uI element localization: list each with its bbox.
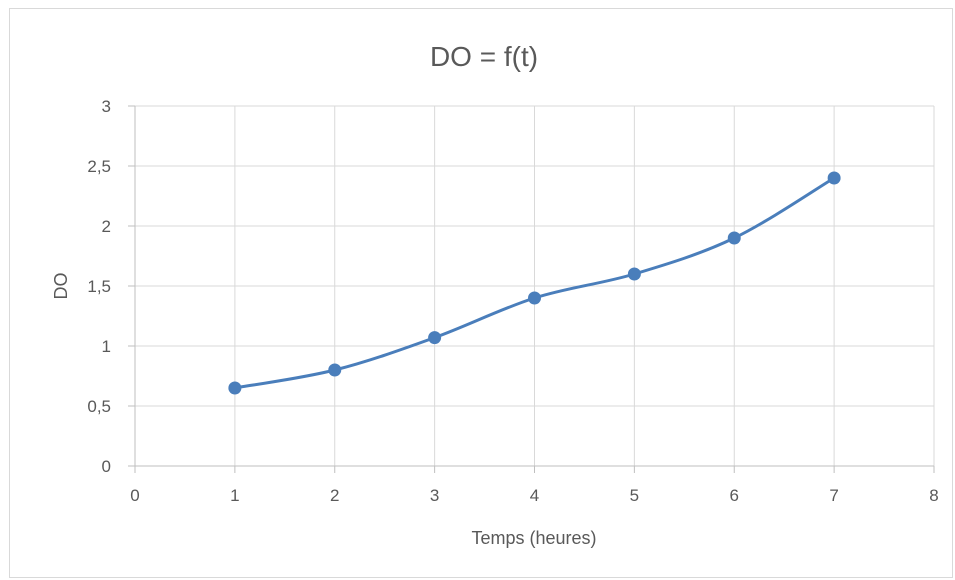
series: [228, 171, 841, 395]
x-tick-label: 6: [730, 486, 739, 505]
y-tick-label: 1,5: [87, 277, 111, 296]
y-tick-label: 2,5: [87, 157, 111, 176]
x-tick-label: 4: [530, 486, 539, 505]
x-tick-label: 2: [330, 486, 339, 505]
x-tick-label: 1: [230, 486, 239, 505]
x-tick-label: 3: [430, 486, 439, 505]
y-tick-label: 0,5: [87, 397, 111, 416]
data-point: [627, 267, 641, 281]
chart-title: DO = f(t): [430, 41, 538, 72]
y-axis-title: DO: [51, 273, 71, 300]
y-tick-label: 0: [102, 457, 111, 476]
y-tick-label: 1: [102, 337, 111, 356]
y-tick-label: 2: [102, 217, 111, 236]
grid: [135, 105, 935, 466]
data-point: [328, 363, 342, 377]
x-tick-label: 5: [630, 486, 639, 505]
y-tick-label: 3: [102, 97, 111, 116]
data-point: [827, 171, 841, 185]
x-tick-label: 0: [130, 486, 139, 505]
chart-frame: [9, 8, 953, 578]
axes: [128, 105, 935, 473]
tick-labels: 0 0,5 1 1,5 2 2,5 3 0 1 2 3 4 5 6 7 8: [87, 97, 938, 505]
data-point: [228, 381, 242, 395]
x-tick-label: 7: [829, 486, 838, 505]
x-tick-label: 8: [929, 486, 938, 505]
data-point: [727, 231, 741, 245]
x-axis-title: Temps (heures): [471, 528, 596, 548]
data-point: [528, 291, 541, 305]
data-point: [428, 331, 442, 345]
